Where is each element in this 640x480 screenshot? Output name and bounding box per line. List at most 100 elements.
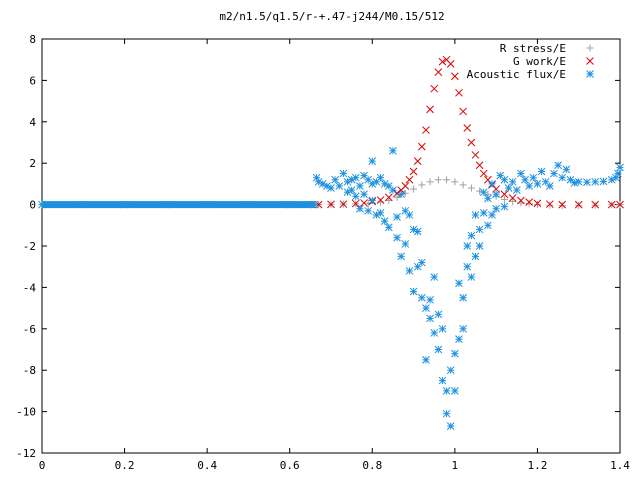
- data-point: [384, 182, 393, 190]
- data-point: [512, 186, 521, 194]
- data-point: [364, 175, 373, 184]
- data-point: [451, 72, 459, 81]
- data-point: [591, 177, 600, 186]
- data-point: [446, 59, 455, 68]
- data-point: [599, 177, 608, 186]
- data-point: [471, 252, 480, 261]
- data-point: [533, 199, 542, 208]
- data-point: [426, 178, 434, 186]
- legend-label: G work/E: [513, 55, 566, 68]
- data-point: [492, 204, 500, 213]
- data-point: [484, 221, 492, 230]
- data-point: [562, 165, 571, 174]
- data-point: [451, 349, 459, 358]
- data-point: [583, 178, 591, 187]
- data-point: [417, 293, 426, 302]
- x-tick-label: 0.2: [115, 459, 135, 472]
- data-point: [413, 227, 422, 236]
- data-point: [616, 200, 624, 209]
- data-point: [347, 186, 356, 194]
- legend-label: Acoustic flux/E: [467, 68, 566, 81]
- data-point: [331, 175, 339, 184]
- data-point: [426, 105, 434, 114]
- y-tick-label: -8: [23, 364, 36, 377]
- data-point: [525, 182, 534, 190]
- data-point: [434, 176, 442, 184]
- data-point: [162, 200, 170, 209]
- data-point: [443, 176, 451, 184]
- data-point: [442, 387, 451, 395]
- data-point: [463, 242, 472, 250]
- legend-marker: [586, 57, 594, 65]
- x-tick-label: 0.8: [362, 459, 382, 472]
- data-point: [285, 200, 294, 209]
- data-point: [545, 182, 554, 190]
- data-point: [368, 157, 377, 165]
- x-tick-label: 0.4: [197, 459, 217, 472]
- data-point: [393, 213, 401, 221]
- data-point: [459, 324, 467, 333]
- data-point: [413, 157, 422, 165]
- series-0: [315, 176, 624, 210]
- data-point: [546, 201, 554, 209]
- data-point: [566, 175, 575, 184]
- y-axis-ticks: 8 6 4 2 0 -2 -4 -6 -8 -10 -12: [16, 33, 620, 460]
- data-point: [438, 376, 447, 385]
- data-point: [351, 192, 360, 201]
- data-point: [479, 188, 488, 197]
- data-point: [356, 204, 364, 213]
- y-tick-label: -6: [23, 323, 36, 336]
- data-point: [467, 231, 476, 240]
- data-point: [405, 211, 414, 219]
- x-tick-label: 1.4: [610, 459, 630, 472]
- data-point: [614, 169, 622, 178]
- data-point: [500, 190, 509, 199]
- data-point: [389, 146, 397, 155]
- data-point: [426, 295, 434, 304]
- data-point: [574, 200, 583, 209]
- data-point: [554, 161, 562, 170]
- x-tick-label: 1.2: [527, 459, 547, 472]
- data-point: [356, 182, 364, 190]
- data-point: [545, 200, 554, 209]
- data-point: [401, 240, 410, 248]
- data-point: [479, 169, 488, 178]
- data-point: [376, 173, 385, 182]
- data-point: [488, 211, 496, 219]
- data-point: [558, 173, 567, 182]
- data-point: [459, 293, 467, 302]
- data-point: [446, 422, 455, 430]
- x-tick-label: 0.6: [280, 459, 300, 472]
- x-tick-label: 0: [39, 459, 46, 472]
- data-point: [397, 252, 406, 261]
- data-point: [418, 181, 426, 189]
- data-point: [500, 195, 508, 203]
- data-point: [521, 175, 529, 184]
- data-point: [471, 211, 480, 219]
- data-point: [438, 324, 447, 333]
- data-point: [492, 190, 500, 199]
- data-point: [360, 190, 368, 199]
- data-point: [434, 68, 443, 76]
- data-point: [500, 175, 509, 184]
- data-point: [434, 345, 443, 354]
- data-point: [430, 84, 439, 93]
- data-point: [591, 200, 600, 209]
- legend-marker: [586, 44, 594, 52]
- data-point: [401, 206, 410, 215]
- data-point: [422, 304, 430, 312]
- data-point: [533, 201, 541, 209]
- data-point: [385, 196, 393, 204]
- data-point: [393, 233, 401, 242]
- data-point: [550, 169, 558, 178]
- series-layer: [38, 55, 624, 430]
- data-point: [310, 200, 319, 209]
- data-point: [203, 200, 211, 209]
- data-point: [517, 196, 525, 205]
- data-point: [471, 151, 480, 159]
- data-point: [537, 167, 546, 176]
- data-point: [475, 161, 484, 170]
- data-point: [434, 310, 443, 319]
- data-point: [426, 314, 434, 323]
